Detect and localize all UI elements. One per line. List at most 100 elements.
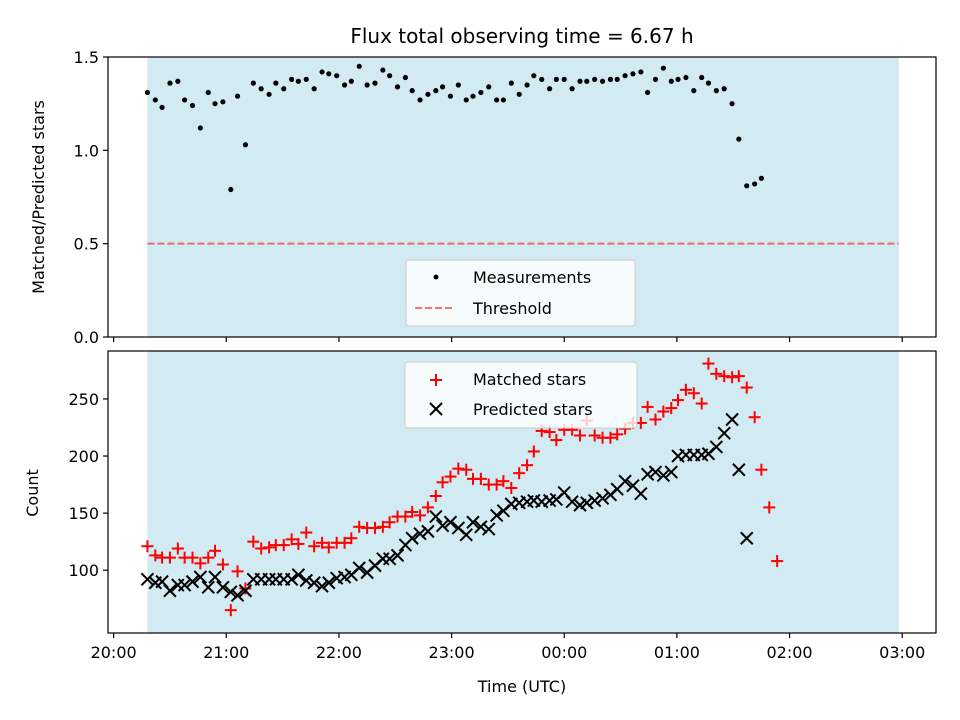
top-y-axis-label: Matched/Predicted stars <box>29 100 48 294</box>
matched-star-point <box>345 532 358 545</box>
measurement-point <box>599 78 606 84</box>
matched-star-point <box>460 463 473 476</box>
predicted-star-point <box>732 463 746 477</box>
predicted-star-point <box>230 588 245 603</box>
matched-star-point <box>474 472 487 485</box>
predicted-star-point <box>435 518 450 533</box>
matched-star-point <box>141 540 154 553</box>
measurement-point <box>266 91 272 97</box>
predicted-star-point <box>307 576 321 590</box>
measurement-point <box>622 73 628 79</box>
measurement-point <box>736 136 742 142</box>
measurement-point <box>319 69 325 75</box>
y-tick-label: 1.5 <box>74 48 99 67</box>
predicted-star-point <box>587 493 602 508</box>
predicted-star-point <box>284 572 299 587</box>
y-tick-label: 150 <box>68 504 99 523</box>
matched-star-point <box>695 397 708 410</box>
matched-star-point <box>406 505 419 518</box>
predicted-star-point <box>238 584 253 598</box>
measurement-point <box>614 76 620 82</box>
predicted-star-point <box>709 440 724 454</box>
x-tick-label: 02:00 <box>766 643 812 662</box>
predicted-star-point <box>208 570 222 584</box>
predicted-star-point <box>634 487 648 501</box>
measurement-point <box>326 71 332 77</box>
measurement-point <box>455 82 461 88</box>
predicted-star-point <box>489 508 504 523</box>
predicted-star-point <box>315 579 329 593</box>
star-count-points <box>140 357 784 617</box>
measurement-point <box>387 73 393 79</box>
bottom-axes-frame <box>107 350 937 634</box>
matched-star-point <box>202 551 215 564</box>
measurement-point <box>433 88 439 94</box>
matched-star-point <box>163 551 176 564</box>
measurement-point <box>409 88 415 94</box>
matched-star-point <box>285 533 298 546</box>
measurement-point <box>721 86 727 92</box>
predicted-star-point <box>565 494 579 509</box>
matched-star-point <box>490 478 503 491</box>
measurement-point <box>175 78 181 84</box>
matched-star-point <box>604 431 617 444</box>
measurement-point <box>372 80 378 86</box>
matched-star-point <box>414 509 427 522</box>
matched-star-point <box>376 520 389 533</box>
measurement-point <box>144 89 151 96</box>
matched-star-point <box>771 555 784 568</box>
matched-star-point <box>687 387 700 400</box>
matched-star-point <box>308 540 321 553</box>
predicted-star-point <box>390 548 405 563</box>
measurement-point <box>258 86 264 92</box>
matched-star-point <box>171 542 184 555</box>
matched-star-point <box>149 549 162 562</box>
predicted-star-point <box>640 467 655 482</box>
legend-threshold-label: Threshold <box>472 299 552 318</box>
measurement-point <box>394 84 401 90</box>
predicted-star-point <box>648 465 663 479</box>
predicted-star-point <box>618 474 632 488</box>
measurement-point <box>205 89 211 96</box>
matched-star-point <box>263 541 276 554</box>
measurement-point <box>660 65 666 71</box>
measurement-point <box>152 97 158 103</box>
matched-star-point <box>231 565 244 578</box>
x-tick-label: 20:00 <box>91 643 137 662</box>
measurement-point <box>607 76 614 82</box>
predicted-star-point <box>352 561 366 575</box>
matched-star-point <box>209 544 222 557</box>
matched-star-point <box>383 516 396 529</box>
measurement-point <box>645 89 651 96</box>
measurement-point <box>592 76 598 82</box>
predicted-star-point <box>474 520 488 534</box>
y-tick-label: 1.0 <box>74 141 99 160</box>
matched-star-point <box>399 510 412 523</box>
matched-star-point <box>247 535 260 548</box>
predicted-star-point <box>224 585 238 599</box>
measurement-point <box>364 82 370 88</box>
matched-star-point <box>574 429 587 442</box>
matched-star-point <box>521 459 534 472</box>
measurement-point <box>273 80 279 86</box>
top-y-ticks: 0.0 0.5 1.0 1.5 <box>74 48 108 347</box>
measurement-point <box>439 84 446 90</box>
predicted-star-point <box>140 572 155 587</box>
matched-star-point <box>429 489 442 502</box>
matched-star-point <box>763 501 776 514</box>
y-tick-label: 250 <box>68 390 99 409</box>
predicted-star-point <box>193 570 208 584</box>
bottom-legend: Matched stars Predicted stars <box>404 361 638 429</box>
predicted-star-point <box>201 580 215 595</box>
matched-star-point <box>718 370 731 383</box>
measurement-point <box>417 97 423 103</box>
measurement-point <box>652 76 659 82</box>
matched-star-point <box>527 445 540 458</box>
measurement-point <box>744 183 750 189</box>
measurement-point <box>729 101 735 107</box>
measurement-point <box>234 93 241 99</box>
y-tick-label: 100 <box>68 561 99 580</box>
measurement-point <box>189 102 196 109</box>
matched-star-point <box>710 367 723 380</box>
bottom-y-ticks: 100 150 200 250 <box>68 390 108 580</box>
